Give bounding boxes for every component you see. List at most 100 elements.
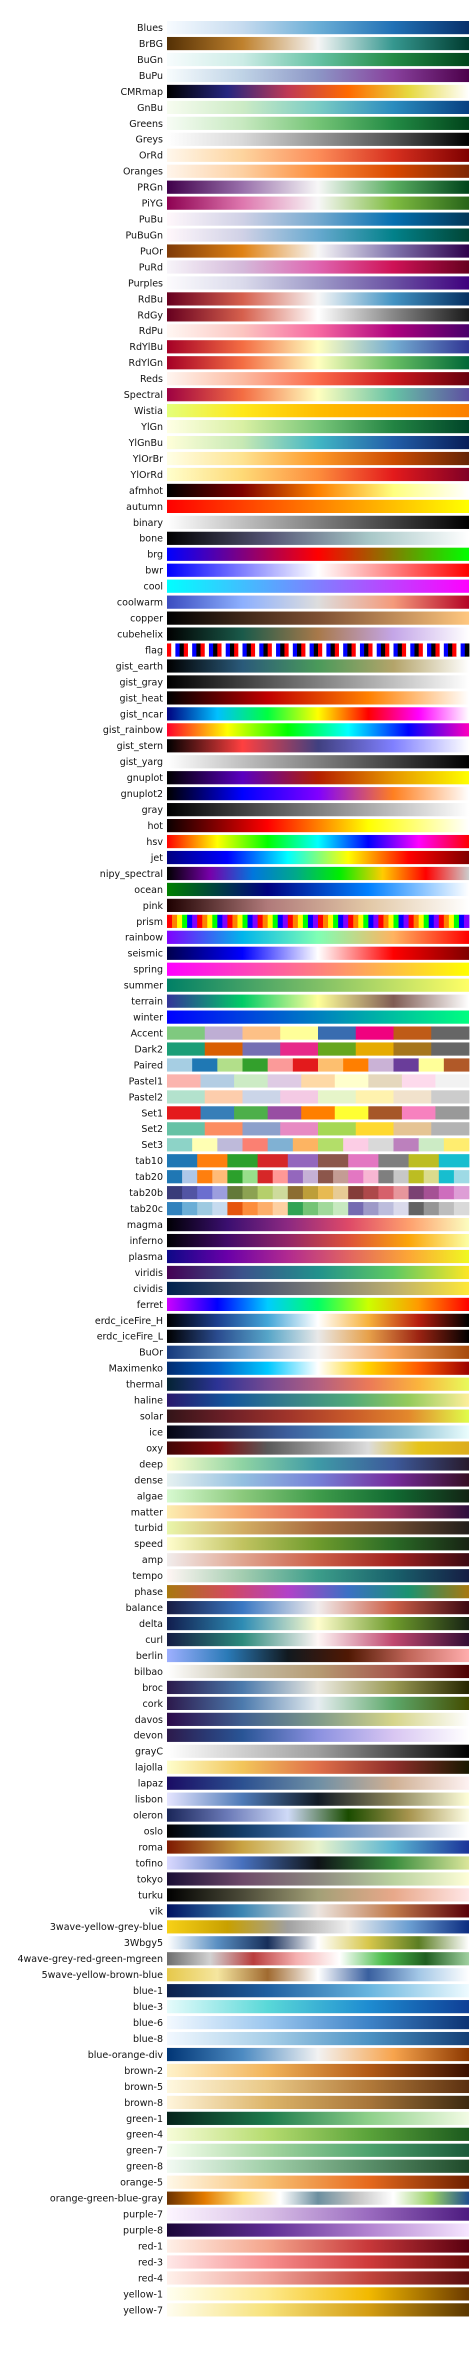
colormap-label: ocean <box>134 885 163 896</box>
colormap-bar <box>167 21 469 35</box>
colormap-bar <box>167 1297 469 1311</box>
colormap-row-gist_stern: gist_stern <box>117 739 469 753</box>
colormap-segment <box>408 1202 425 1216</box>
colormap-row-yellow-7: yellow-7 <box>123 2303 469 2317</box>
colormap-row-PuBu: PuBu <box>139 212 469 226</box>
colormap-label: BuPu <box>139 71 163 82</box>
colormap-row-green-1: green-1 <box>126 2111 469 2125</box>
colormap-row-brown-8: brown-8 <box>124 2095 469 2109</box>
colormap-segment <box>292 1058 319 1072</box>
colormap-segment <box>212 1202 228 1216</box>
colormap-bar <box>167 435 469 450</box>
colormap-bar <box>167 771 469 785</box>
colormap-label: purple-7 <box>123 2210 163 2221</box>
colormap-stripe <box>338 914 344 928</box>
colormap-segment <box>257 1186 274 1200</box>
colormap-segment <box>287 1186 304 1200</box>
colormap-label: vik <box>149 1906 163 1917</box>
colormap-label: lisbon <box>135 1795 163 1806</box>
colormap-row-YlOrRd: YlOrRd <box>130 467 469 482</box>
colormap-segment <box>408 1186 425 1200</box>
colormap-segment <box>401 1074 436 1088</box>
colormap-label: RdYlGn <box>129 358 163 369</box>
colormap-bar <box>167 1265 469 1280</box>
colormap-segment <box>318 1186 334 1200</box>
colormap-stripe <box>333 914 339 928</box>
colormap-row-dense: dense <box>134 1473 469 1487</box>
colormap-bar <box>167 1728 469 1742</box>
colormap-label: solar <box>140 1412 163 1423</box>
colormap-segment <box>167 1122 206 1136</box>
colormap-stripe <box>213 643 218 657</box>
colormap-bar <box>167 1632 469 1647</box>
colormap-bar <box>167 2127 469 2141</box>
colormap-segment <box>355 1026 394 1040</box>
colormap-label: blue-1 <box>133 1986 163 1997</box>
colormap-segment <box>280 1042 319 1056</box>
colormap-stripe <box>328 914 334 928</box>
colormap-stripe <box>307 914 314 928</box>
colormap-bar <box>167 1744 469 1758</box>
colormap-bar <box>167 1218 469 1232</box>
colormap-stripe <box>427 643 432 657</box>
colormap-segment <box>318 1154 349 1168</box>
colormap-bar <box>167 2063 469 2078</box>
colormap-bar <box>167 563 469 577</box>
colormap-row-solar: solar <box>140 1409 469 1423</box>
colormap-label: PRGn <box>137 183 163 194</box>
colormap-stripe <box>187 914 193 928</box>
colormap-row-spring: spring <box>133 962 469 976</box>
colormap-bar <box>167 1936 469 1950</box>
colormap-label: brown-5 <box>124 2082 163 2093</box>
colormap-bar <box>167 483 469 498</box>
colormap-row-Greys: Greys <box>136 132 469 146</box>
colormap-segment <box>408 1154 440 1168</box>
colormap-stripe <box>167 914 173 928</box>
colormap-segment <box>348 1186 364 1200</box>
colormap-bar <box>167 1521 469 1535</box>
colormap-label: 3wave-yellow-grey-blue <box>50 1922 163 1933</box>
colormap-row-ocean: ocean <box>134 882 469 897</box>
colormap-row-4wave-grey-red-green-mgreen: 4wave-grey-red-green-mgreen <box>17 1952 469 1966</box>
colormap-label: binary <box>133 518 163 529</box>
colormap-segment <box>242 1058 269 1072</box>
colormap-bar <box>167 499 469 513</box>
colormap-label: tab10 <box>135 1156 163 1167</box>
colormap-label: matter <box>131 1507 163 1518</box>
colormap-bar <box>167 164 469 178</box>
colormap-label: turbid <box>135 1523 163 1534</box>
colormap-bar <box>167 1601 469 1615</box>
colormap-row-PuBuGn: PuBuGn <box>125 228 469 242</box>
colormap-row-summer: summer <box>124 978 469 992</box>
colormap-row-oslo: oslo <box>144 1824 469 1838</box>
colormap-segment <box>368 1106 403 1120</box>
colormap-label: tab20c <box>130 1204 163 1215</box>
colormap-bar <box>167 627 469 641</box>
colormap-segment <box>438 1186 455 1200</box>
colormap-bar <box>167 850 469 865</box>
colormap-segment <box>227 1154 258 1168</box>
colormap-bar <box>167 834 469 849</box>
colormap-segment <box>401 1106 436 1120</box>
colormap-segment <box>301 1106 336 1120</box>
colormap-segment <box>182 1202 198 1216</box>
colormap-segment <box>197 1170 213 1184</box>
colormap-bar <box>167 324 469 338</box>
colormap-stripe <box>297 643 302 657</box>
colormap-label: RdYlBu <box>129 342 163 353</box>
colormap-label: PiYG <box>142 199 163 210</box>
colormap-label: spring <box>133 965 163 976</box>
colormap-stripe <box>271 643 277 657</box>
colormap-row-amp: amp <box>142 1553 469 1567</box>
colormap-bar <box>167 404 469 418</box>
colormap-stripe <box>177 914 183 928</box>
colormap-label: delta <box>139 1619 163 1630</box>
colormap-bar <box>167 1824 469 1838</box>
colormap-segment <box>453 1186 470 1200</box>
colormap-label: gist_rainbow <box>103 725 163 736</box>
colormap-label: algae <box>137 1491 163 1502</box>
colormap-bar <box>167 755 469 769</box>
colormap-bar <box>167 100 469 114</box>
colormap-stripe <box>292 914 299 928</box>
